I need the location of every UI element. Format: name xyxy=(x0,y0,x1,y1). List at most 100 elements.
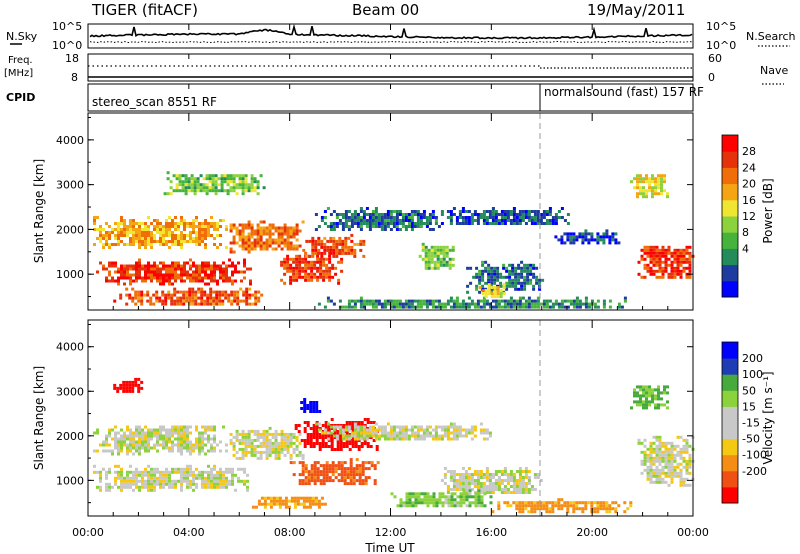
velocity-cell-6 xyxy=(494,485,498,488)
velocity-cell-10 xyxy=(630,406,633,410)
velocity-cell-7 xyxy=(530,501,534,505)
power-cell-14 xyxy=(651,195,654,199)
power-cell-12 xyxy=(596,241,600,245)
velocity-cell-4 xyxy=(301,464,305,468)
velocity-cell-7 xyxy=(530,510,534,514)
power-cell-10 xyxy=(538,278,542,282)
power-cell-7 xyxy=(377,216,381,219)
velocity-cell-1 xyxy=(141,437,144,441)
power-cell-5 xyxy=(179,299,183,303)
power-cell-7 xyxy=(431,213,435,216)
velocity-cell-5 xyxy=(395,425,399,429)
power-cell-1 xyxy=(105,243,108,246)
velocity-cell-0 xyxy=(219,485,222,489)
velocity-cell-5 xyxy=(458,425,462,429)
power-cell-0 xyxy=(201,261,204,265)
velocity-cell-6 xyxy=(464,470,468,473)
power-cell-8 xyxy=(503,219,507,222)
velocity-cell-6 xyxy=(452,479,456,482)
power-cell-3 xyxy=(310,269,314,273)
velocity-cell-5 xyxy=(353,434,357,438)
velocity-colorbar-tick-3: 15 xyxy=(742,400,756,413)
power-cell-7 xyxy=(386,225,390,228)
velocity-cell-7 xyxy=(560,504,564,508)
velocity-cell-4 xyxy=(373,467,377,471)
power-cell-6 xyxy=(250,174,254,178)
power-cell-10 xyxy=(484,260,488,264)
velocity-cell-13 xyxy=(414,498,418,502)
velocity-cell-1 xyxy=(210,446,213,450)
power-cell-5 xyxy=(233,299,237,303)
velocity-cell-2 xyxy=(238,456,242,460)
power-cell-8 xyxy=(482,216,486,219)
velocity-cell-4 xyxy=(367,467,371,471)
velocity-cell-8 xyxy=(649,447,653,451)
power-cell-10 xyxy=(481,272,485,276)
freq-unit: [MHz] xyxy=(4,68,33,79)
power-cell-6 xyxy=(214,192,218,196)
power-cell-8 xyxy=(461,210,465,213)
velocity-cell-1 xyxy=(168,440,171,444)
power-cell-1 xyxy=(180,243,183,246)
power-cell-8 xyxy=(509,210,513,213)
nave-label: Nave xyxy=(760,64,788,77)
power-cell-11 xyxy=(377,299,381,303)
power-cell-7 xyxy=(323,222,327,225)
velocity-cell-7 xyxy=(569,504,573,508)
velocity-cell-8 xyxy=(661,453,665,457)
power-cell-2 xyxy=(247,238,251,242)
power-cell-14 xyxy=(660,186,663,190)
power-cell-1 xyxy=(120,234,123,237)
power-cell-13 xyxy=(664,260,668,264)
velocity-cell-8 xyxy=(661,456,665,460)
power-cell-6 xyxy=(217,189,221,193)
power-cell-11 xyxy=(533,299,537,303)
velocity-cell-2 xyxy=(229,432,233,436)
power-cell-13 xyxy=(649,269,653,273)
velocity-cell-4 xyxy=(319,470,323,474)
power-cell-7 xyxy=(422,213,426,216)
velocity-cell-4 xyxy=(301,473,305,477)
power-cell-11 xyxy=(398,299,402,303)
power-cell-15 xyxy=(496,289,500,293)
power-cell-7 xyxy=(341,225,345,228)
velocity-cell-6 xyxy=(515,491,519,494)
power-cell-10 xyxy=(487,269,491,273)
power-cell-3 xyxy=(313,272,317,276)
power-cell-10 xyxy=(511,278,515,282)
velocity-cell-6 xyxy=(506,473,510,476)
power-cell-15 xyxy=(490,292,494,296)
velocity-cell-9 xyxy=(315,410,319,413)
velocity-cell-12 xyxy=(281,502,285,506)
power-cell-6 xyxy=(184,183,188,187)
power-cell-7 xyxy=(416,219,420,222)
power-cell-3 xyxy=(280,263,284,267)
power-cell-6 xyxy=(196,183,200,187)
power-cell-7 xyxy=(395,216,399,219)
power-cell-6 xyxy=(226,189,230,193)
power-cell-1 xyxy=(102,246,105,249)
velocity-cell-13 xyxy=(441,495,445,499)
velocity-cell-3 xyxy=(321,442,325,445)
velocity-cell-2 xyxy=(274,441,278,445)
power-cell-3 xyxy=(286,257,290,261)
power-cell-7 xyxy=(386,219,390,222)
power-cell-5 xyxy=(245,299,249,303)
velocity-cell-0 xyxy=(204,476,207,480)
power-cell-6 xyxy=(193,183,197,187)
power-cell-5 xyxy=(215,302,219,306)
velocity-cell-1 xyxy=(201,437,204,441)
power-cell-5 xyxy=(185,293,189,297)
velocity-cell-1 xyxy=(114,434,117,438)
power-cell-6 xyxy=(172,174,176,178)
velocity-cell-10 xyxy=(642,391,645,395)
velocity-cell-1 xyxy=(93,431,96,435)
velocity-cell-9 xyxy=(312,401,316,404)
velocity-cell-13 xyxy=(414,504,418,508)
power-cell-13 xyxy=(676,254,680,258)
power-cell-13 xyxy=(643,275,647,279)
velocity-cell-1 xyxy=(183,431,186,435)
power-cell-0 xyxy=(168,279,171,283)
velocity-cell-0 xyxy=(210,476,213,480)
velocity-cell-6 xyxy=(527,476,531,479)
